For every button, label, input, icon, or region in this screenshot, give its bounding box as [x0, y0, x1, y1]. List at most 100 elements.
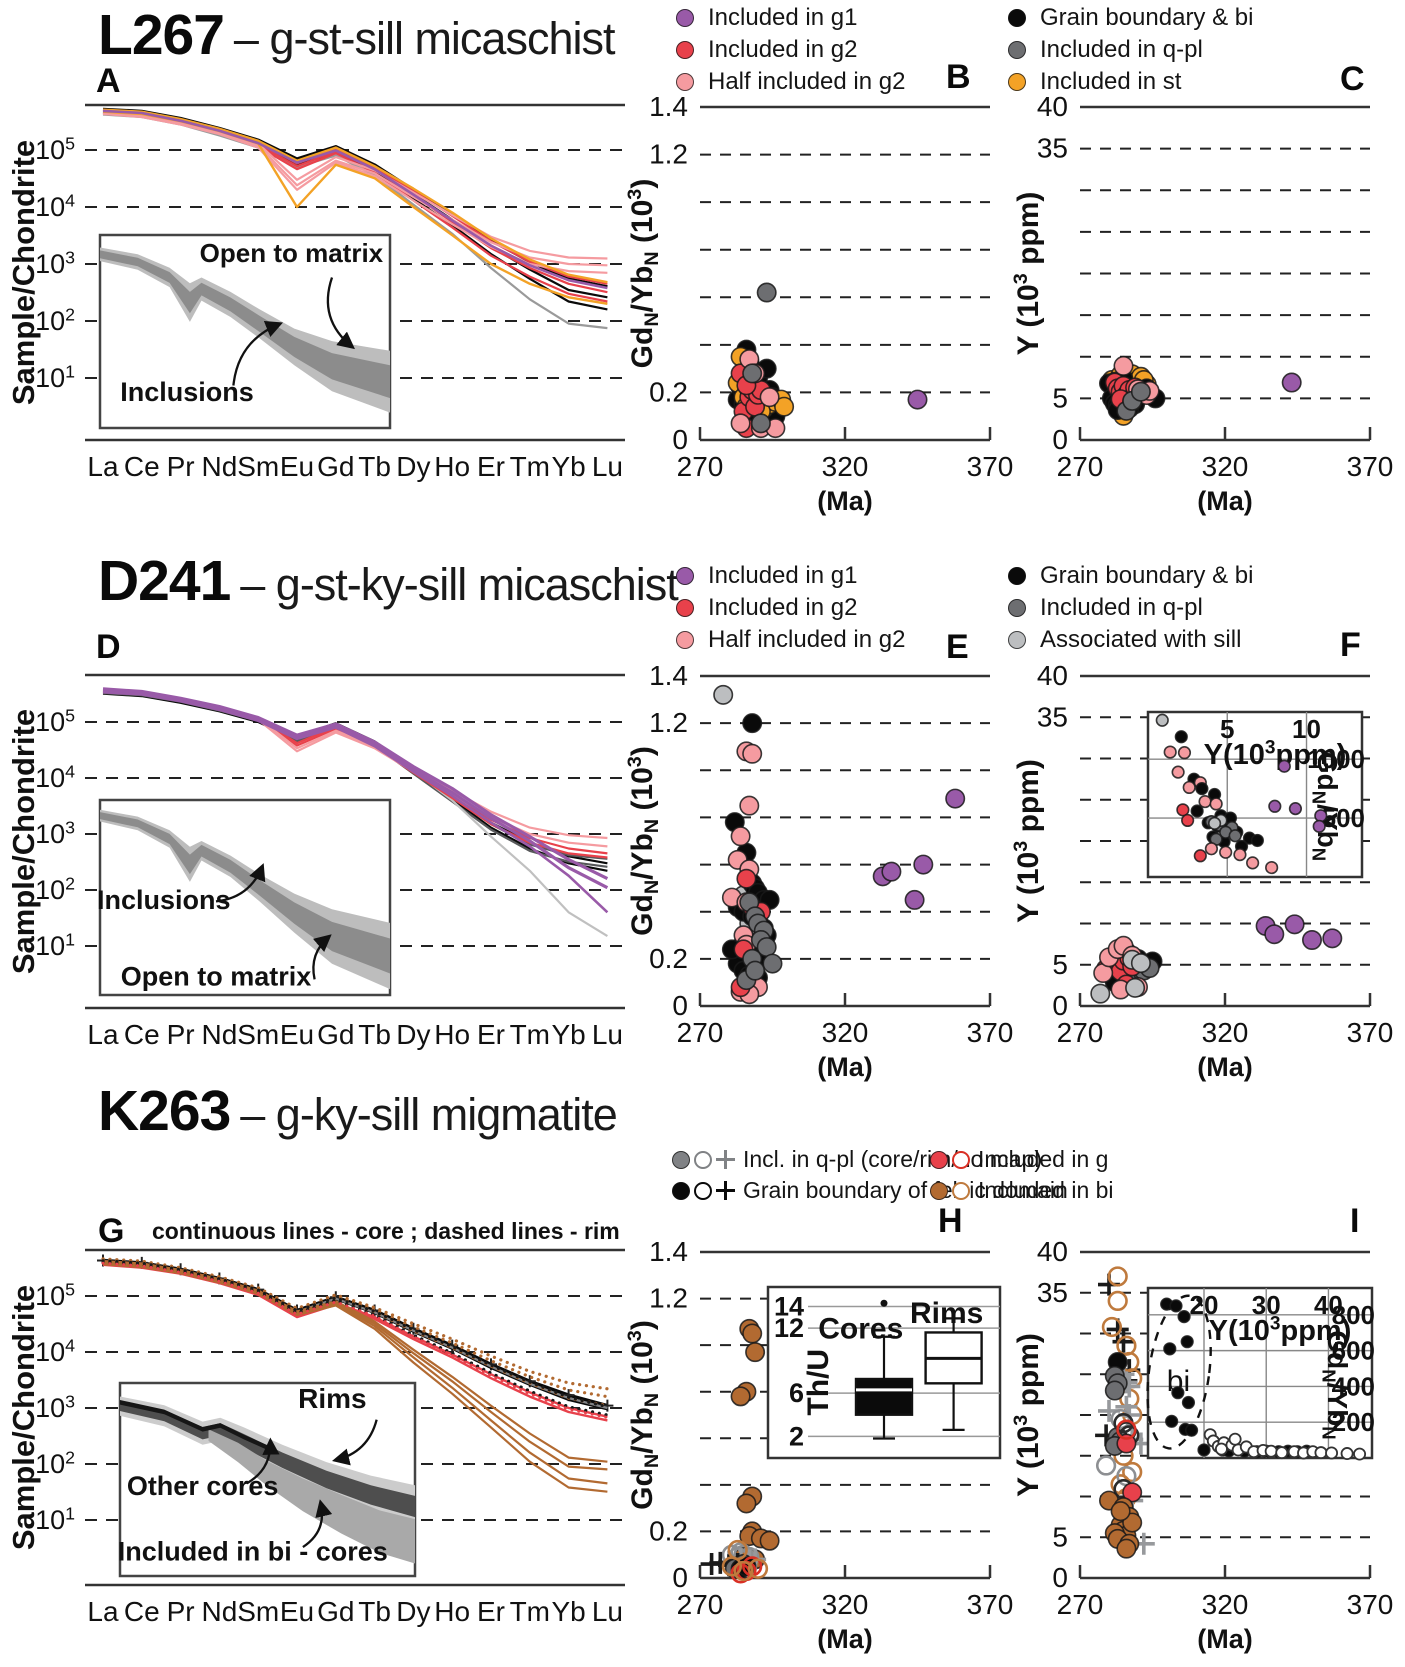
- svg-text:Rims: Rims: [298, 1383, 366, 1414]
- svg-text:103: 103: [35, 817, 75, 849]
- svg-text:Gd: Gd: [317, 451, 354, 482]
- panel-letter-I: I: [1350, 1202, 1360, 1240]
- svg-text:Er: Er: [477, 451, 505, 482]
- panel-letter-B: B: [946, 58, 971, 96]
- svg-text:Lu: Lu: [592, 1019, 623, 1050]
- svg-text:Tb: Tb: [358, 1596, 391, 1627]
- svg-text:320: 320: [1202, 1017, 1249, 1048]
- svg-text:102: 102: [35, 1447, 75, 1479]
- legend-item: Included in bi: [930, 1175, 1114, 1206]
- svg-text:Ce: Ce: [124, 1596, 160, 1627]
- title-K263: K263– g-ky-sill migmatite: [98, 1078, 618, 1144]
- title-L267: L267– g-st-sill micaschist: [98, 2, 615, 68]
- legend-panel-C: Grain boundary & bi Included in q-pl Inc…: [1008, 2, 1253, 98]
- svg-text:30: 30: [1252, 1290, 1281, 1320]
- svg-text:Sm: Sm: [237, 1596, 279, 1627]
- svg-text:Eu: Eu: [280, 451, 314, 482]
- svg-text:320: 320: [822, 1589, 869, 1620]
- svg-text:0.2: 0.2: [649, 943, 688, 974]
- svg-text:40: 40: [1314, 1290, 1343, 1320]
- svg-text:270: 270: [677, 1589, 724, 1620]
- svg-text:Tm: Tm: [510, 1596, 550, 1627]
- svg-text:0: 0: [672, 1562, 688, 1593]
- svg-text:103: 103: [35, 1391, 75, 1423]
- circle-darkgray-icon: [1008, 41, 1026, 59]
- legend-item: Grain boundary of felsic domain: [672, 1175, 1068, 1206]
- svg-text:Open to matrix: Open to matrix: [121, 961, 312, 991]
- svg-text:500: 500: [1322, 803, 1365, 833]
- svg-text:270: 270: [1057, 451, 1104, 482]
- svg-text:370: 370: [1347, 1589, 1394, 1620]
- svg-text:Inclusions: Inclusions: [97, 885, 231, 915]
- svg-text:Lu: Lu: [592, 1596, 623, 1627]
- svg-text:320: 320: [822, 451, 869, 482]
- svg-text:5: 5: [1052, 949, 1068, 980]
- svg-text:Nd: Nd: [202, 1019, 238, 1050]
- svg-text:(Ma): (Ma): [1197, 1624, 1253, 1654]
- svg-text:370: 370: [967, 451, 1014, 482]
- svg-text:5: 5: [1052, 1521, 1068, 1552]
- sample-code: D241: [98, 549, 231, 613]
- svg-text:Tb: Tb: [358, 451, 391, 482]
- svg-text:0.2: 0.2: [649, 376, 688, 407]
- svg-text:40: 40: [1037, 1236, 1068, 1267]
- svg-text:Rims: Rims: [910, 1297, 983, 1330]
- legend-panel-F: Grain boundary & bi Included in q-pl Ass…: [1008, 560, 1253, 656]
- svg-text:0: 0: [1052, 424, 1068, 455]
- svg-text:Other cores: Other cores: [127, 1471, 279, 1501]
- svg-text:Er: Er: [477, 1596, 505, 1627]
- svg-text:Y (103 ppm): Y (103 ppm): [1010, 1333, 1045, 1497]
- circle-red-icon: [676, 41, 694, 59]
- svg-text:Ho: Ho: [434, 451, 470, 482]
- circle-purple-icon: [676, 567, 694, 585]
- svg-text:Pr: Pr: [167, 451, 195, 482]
- svg-text:800: 800: [1332, 1300, 1375, 1330]
- svg-text:La: La: [87, 451, 119, 482]
- svg-text:Y (103 ppm): Y (103 ppm): [1010, 759, 1045, 923]
- svg-text:La: La: [87, 1019, 119, 1050]
- panel-letter-H: H: [938, 1202, 963, 1240]
- svg-text:105: 105: [35, 1279, 75, 1311]
- svg-text:320: 320: [1202, 451, 1249, 482]
- svg-text:Nd: Nd: [202, 1596, 238, 1627]
- svg-text:Open to matrix: Open to matrix: [200, 238, 384, 268]
- svg-text:270: 270: [1057, 1589, 1104, 1620]
- svg-text:104: 104: [35, 190, 75, 222]
- svg-text:Sample/Chondrite: Sample/Chondrite: [6, 709, 41, 974]
- legend-item: Half included in g2: [676, 624, 905, 656]
- svg-text:1000: 1000: [1307, 744, 1365, 774]
- svg-text:Dy: Dy: [396, 451, 430, 482]
- rock-type: – g-ky-sill migmatite: [240, 1089, 618, 1140]
- circle-lightgray-icon: [1008, 631, 1026, 649]
- svg-text:0: 0: [1052, 1562, 1068, 1593]
- svg-text:Dy: Dy: [396, 1019, 430, 1050]
- svg-text:Ho: Ho: [434, 1596, 470, 1627]
- svg-text:Tb: Tb: [358, 1019, 391, 1050]
- svg-text:1.2: 1.2: [649, 139, 688, 170]
- svg-text:10: 10: [1292, 714, 1321, 744]
- svg-text:103: 103: [35, 247, 75, 279]
- svg-text:Gd: Gd: [317, 1596, 354, 1627]
- svg-text:2: 2: [789, 1421, 804, 1451]
- svg-text:Gd: Gd: [317, 1019, 354, 1050]
- svg-text:40: 40: [1037, 91, 1068, 122]
- svg-text:Dy: Dy: [396, 1596, 430, 1627]
- legend-K263-left: Incl. in q-pl (core/rim/no map) Grain bo…: [672, 1144, 1068, 1206]
- svg-text:0.2: 0.2: [649, 1515, 688, 1546]
- svg-text:102: 102: [35, 873, 75, 905]
- legend-item: Grain boundary & bi: [1008, 560, 1253, 592]
- svg-text:0: 0: [672, 424, 688, 455]
- plus-gray-icon: [716, 1150, 735, 1169]
- open-circle-black-icon: [694, 1181, 712, 1200]
- legend-item: Included in g1: [676, 2, 905, 34]
- svg-text:Sm: Sm: [237, 1019, 279, 1050]
- svg-text:6: 6: [789, 1378, 804, 1408]
- svg-text:370: 370: [967, 1589, 1014, 1620]
- svg-text:1.4: 1.4: [649, 660, 688, 691]
- svg-text:200: 200: [1332, 1407, 1375, 1437]
- circle-black-icon: [672, 1181, 690, 1200]
- svg-text:20: 20: [1190, 1290, 1219, 1320]
- legend-item: Grain boundary & bi: [1008, 2, 1253, 34]
- sample-code: L267: [98, 3, 225, 67]
- svg-text:(Ma): (Ma): [1197, 486, 1253, 516]
